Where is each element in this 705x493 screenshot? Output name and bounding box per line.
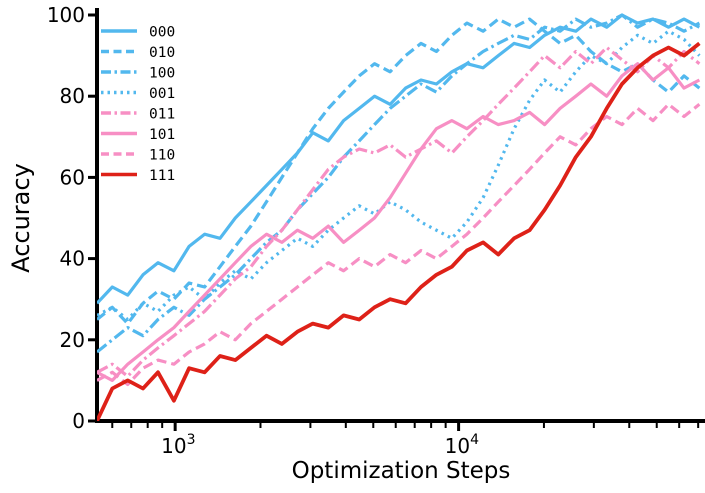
y-tick-label: 100 — [47, 3, 85, 27]
legend-label-100: 100 — [149, 66, 175, 82]
legend: 000 010 100 001 011 101 110 111 — [101, 25, 175, 184]
y-tick-label: 40 — [60, 247, 85, 271]
legend-label-011: 011 — [149, 107, 175, 123]
series-line-110 — [97, 102, 701, 387]
series-line-100 — [97, 13, 701, 354]
y-tick-label: 0 — [72, 409, 85, 433]
y-tick-label: 20 — [60, 328, 85, 352]
legend-label-111: 111 — [149, 168, 175, 184]
series-line-011 — [97, 45, 701, 378]
series-line-010 — [97, 17, 701, 326]
legend-label-000: 000 — [149, 25, 175, 41]
y-tick-label: 80 — [60, 84, 85, 108]
x-tick-label: 103 — [161, 432, 195, 458]
series-line-001 — [97, 29, 701, 322]
legend-label-110: 110 — [149, 148, 175, 164]
series-line-111 — [97, 41, 701, 421]
y-tick-label: 60 — [60, 165, 85, 189]
legend-label-001: 001 — [149, 86, 175, 102]
series-line-101 — [97, 62, 701, 382]
legend-label-010: 010 — [149, 45, 175, 61]
plot-area — [97, 13, 701, 421]
x-axis-title: Optimization Steps — [291, 458, 511, 484]
x-tick-label: 104 — [445, 432, 479, 458]
y-axis-title: Accuracy — [7, 163, 35, 273]
legend-label-101: 101 — [149, 127, 175, 143]
series-line-000 — [97, 13, 701, 305]
